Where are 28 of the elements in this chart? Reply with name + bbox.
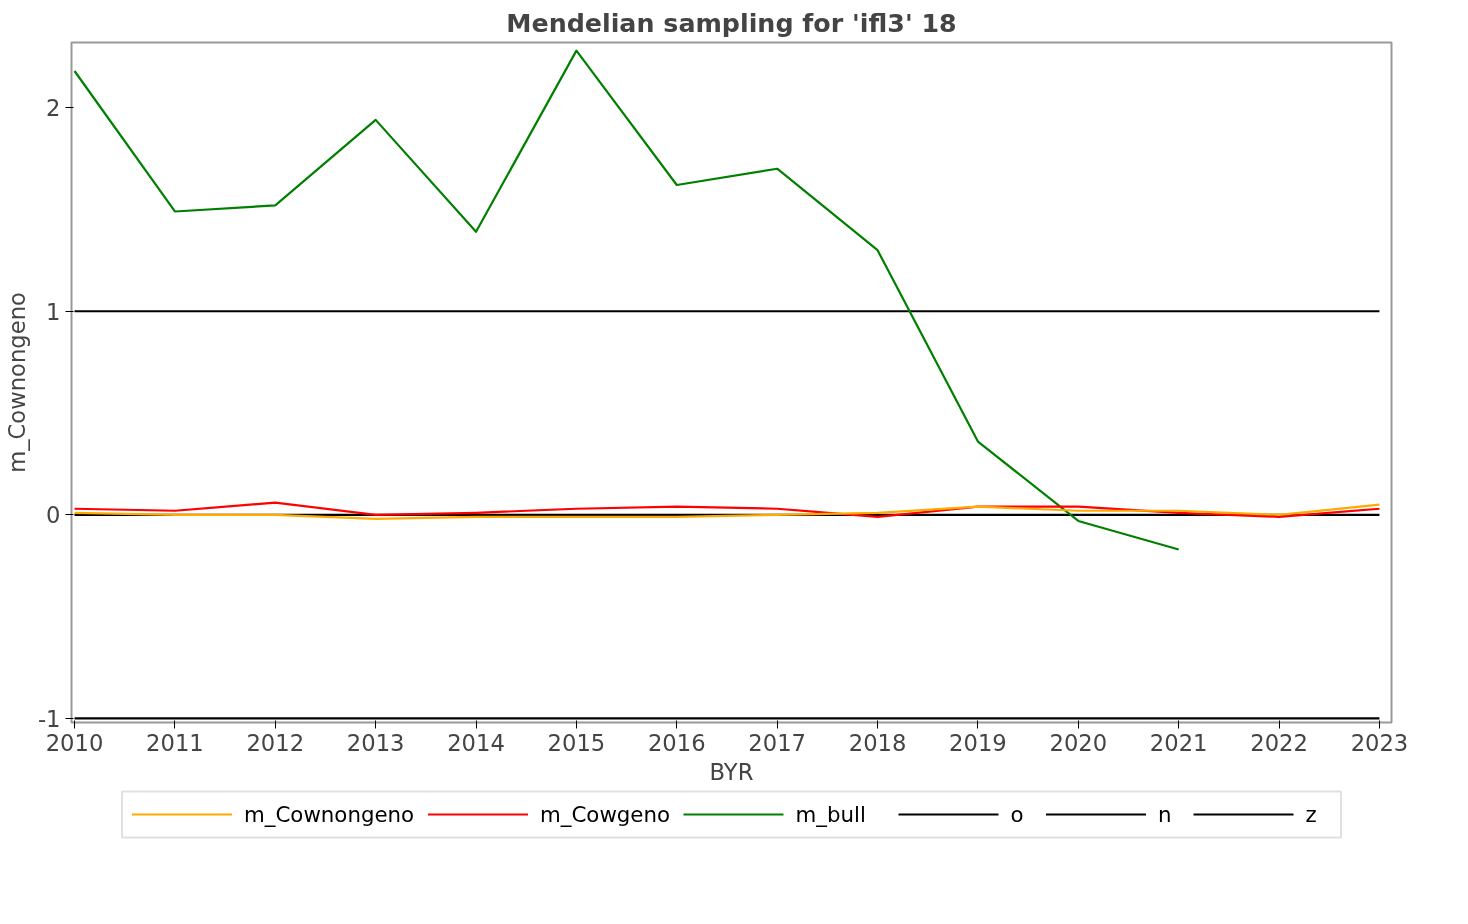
y-axis-title: m_Cownongeno bbox=[3, 292, 30, 473]
x-tick-label: 2011 bbox=[146, 729, 204, 756]
x-tick-label: 2020 bbox=[1049, 729, 1108, 756]
legend-label: m_Cowgeno bbox=[540, 802, 671, 827]
y-tick-label: -1 bbox=[37, 705, 61, 732]
legend-label: m_Cownongeno bbox=[244, 802, 415, 827]
x-tick-label: 2012 bbox=[246, 729, 305, 756]
line-series bbox=[73, 49, 1180, 551]
x-tick-label: 2023 bbox=[1350, 729, 1409, 756]
y-tick-label: 0 bbox=[46, 502, 61, 529]
x-tick-label: 2015 bbox=[547, 729, 606, 756]
legend-label: n bbox=[1158, 802, 1172, 827]
y-tick-label: 2 bbox=[46, 95, 61, 122]
legend-label: m_bull bbox=[795, 802, 866, 827]
x-tick-label: 2019 bbox=[949, 729, 1007, 756]
x-tick-label: 2018 bbox=[848, 729, 907, 756]
x-tick-label: 2010 bbox=[45, 729, 104, 756]
x-tick-label: 2014 bbox=[447, 729, 505, 756]
x-tick-label: 2013 bbox=[346, 729, 405, 756]
chart-title: Mendelian sampling for 'ifl3' 18 bbox=[506, 7, 957, 38]
x-tick-label: 2017 bbox=[748, 729, 807, 756]
legend-label: z bbox=[1305, 802, 1317, 827]
x-tick-label: 2022 bbox=[1250, 729, 1308, 756]
y-tick-label: 1 bbox=[46, 298, 61, 325]
x-tick-label: 2016 bbox=[647, 729, 706, 756]
x-tick-label: 2021 bbox=[1149, 729, 1208, 756]
legend-label: o bbox=[1010, 802, 1024, 827]
x-axis-title: BYR bbox=[709, 758, 754, 785]
